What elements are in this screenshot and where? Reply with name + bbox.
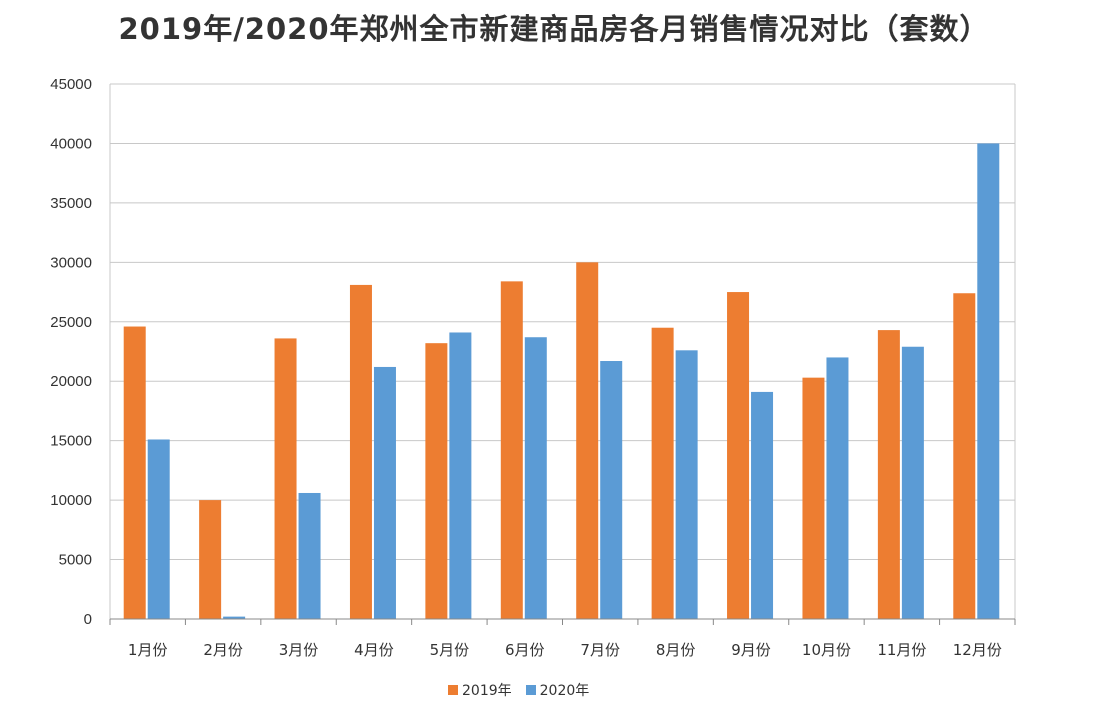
y-tick-label-35000: 35000 xyxy=(50,195,92,212)
bar-2019-5月份 xyxy=(425,343,448,619)
bar-2020-12月份 xyxy=(977,143,1000,619)
labels: 0 5000 10000 15000 20000 25000 30000 35000 40000… xyxy=(50,76,1002,659)
bar-2020-5月份 xyxy=(449,332,472,619)
y-tick-label-10000: 10000 xyxy=(50,492,92,509)
gridlines xyxy=(110,83,1015,561)
bar-2019-8月份 xyxy=(651,327,674,619)
bar-2020-8月份 xyxy=(675,350,698,619)
x-tick-label-5: 5月份 xyxy=(430,641,470,659)
bar-2020-10月份 xyxy=(826,357,849,619)
legend: 2019年 2020年 xyxy=(448,680,603,700)
y-tick-label-45000: 45000 xyxy=(50,76,92,93)
x-tick-label-9: 9月份 xyxy=(731,641,771,659)
bar-2020-6月份 xyxy=(524,337,547,619)
y-tick-label-15000: 15000 xyxy=(50,433,92,450)
x-tick-label-6: 6月份 xyxy=(505,641,545,659)
legend-label-2019: 2019年 xyxy=(462,683,512,699)
y-tick-label-0: 0 xyxy=(84,611,92,628)
x-tick-label-12: 12月份 xyxy=(953,641,1002,659)
y-tick-label-5000: 5000 xyxy=(59,552,92,569)
bar-2019-9月份 xyxy=(727,292,750,619)
x-tick-label-1: 1月份 xyxy=(128,641,168,659)
bar-2020-4月份 xyxy=(373,366,396,619)
bar-2020-1月份 xyxy=(147,439,170,619)
bar-2019-2月份 xyxy=(199,500,222,619)
bar-2020-7月份 xyxy=(600,361,623,619)
legend-label-2020: 2020年 xyxy=(539,683,590,699)
legend-swatch-2019 xyxy=(448,685,458,695)
legend-swatch-2020 xyxy=(525,685,536,695)
x-tick-label-8: 8月份 xyxy=(656,641,696,659)
bars xyxy=(123,143,1000,619)
y-tick-label-20000: 20000 xyxy=(50,373,92,390)
x-tick-label-4: 4月份 xyxy=(354,641,394,659)
bar-2020-2月份 xyxy=(223,616,246,619)
chart-title: 2019年/2020年郑州全市新建商品房各月销售情况对比（套数） xyxy=(118,12,990,46)
axes xyxy=(109,84,1016,625)
x-tick-label-11: 11月份 xyxy=(877,641,926,659)
bar-2019-10月份 xyxy=(802,377,825,619)
bar-2019-6月份 xyxy=(500,281,523,619)
bar-2019-11月份 xyxy=(877,330,900,619)
bar-2019-3月份 xyxy=(274,338,297,619)
bar-2019-4月份 xyxy=(349,284,372,619)
x-tick-label-10: 10月份 xyxy=(802,641,851,659)
x-tick-label-7: 7月份 xyxy=(580,641,620,659)
y-tick-label-40000: 40000 xyxy=(50,135,92,152)
bar-2019-12月份 xyxy=(953,293,976,619)
x-tick-label-2: 2月份 xyxy=(203,641,243,659)
bar-2020-11月份 xyxy=(901,346,924,619)
bar-2019-1月份 xyxy=(123,326,146,619)
y-tick-label-30000: 30000 xyxy=(50,254,92,271)
bar-2019-7月份 xyxy=(576,262,599,619)
bar-2020-3月份 xyxy=(298,492,321,619)
legend-item-2020: 2020年 xyxy=(525,680,590,700)
bar-2020-9月份 xyxy=(751,391,774,619)
y-tick-label-25000: 25000 xyxy=(50,314,92,331)
legend-item-2019: 2019年 xyxy=(448,680,512,700)
x-tick-label-3: 3月份 xyxy=(279,641,319,659)
